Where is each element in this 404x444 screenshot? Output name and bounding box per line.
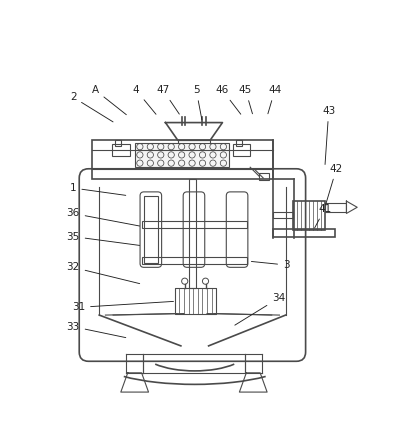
Bar: [273, 212, 292, 218]
Text: 43: 43: [322, 106, 335, 164]
Text: 46: 46: [216, 85, 241, 114]
Bar: [236, 140, 242, 146]
Text: 1: 1: [70, 183, 126, 195]
Bar: [92, 139, 273, 179]
Text: 5: 5: [193, 85, 202, 120]
Bar: [112, 144, 130, 156]
Bar: [142, 258, 247, 264]
Bar: [115, 140, 121, 146]
Bar: [142, 221, 247, 228]
Bar: [144, 196, 158, 263]
Bar: [175, 288, 216, 313]
Text: 42: 42: [326, 164, 343, 205]
Text: 47: 47: [156, 85, 179, 114]
Text: 33: 33: [66, 321, 126, 337]
Text: 45: 45: [239, 85, 252, 114]
Text: 32: 32: [66, 262, 140, 284]
Text: 31: 31: [72, 301, 173, 313]
Text: 4: 4: [133, 85, 156, 114]
Bar: [273, 229, 335, 237]
Text: A: A: [92, 85, 126, 115]
Text: 34: 34: [235, 293, 285, 325]
Text: 41: 41: [315, 204, 332, 228]
Bar: [292, 201, 325, 230]
Text: 44: 44: [268, 85, 282, 114]
Text: 35: 35: [66, 231, 140, 246]
Text: 3: 3: [251, 260, 290, 270]
Text: 2: 2: [70, 92, 113, 122]
Bar: [233, 144, 250, 156]
Text: 36: 36: [66, 208, 140, 226]
Bar: [189, 179, 196, 288]
Bar: [135, 143, 229, 167]
Bar: [259, 173, 269, 180]
Bar: [325, 202, 346, 212]
